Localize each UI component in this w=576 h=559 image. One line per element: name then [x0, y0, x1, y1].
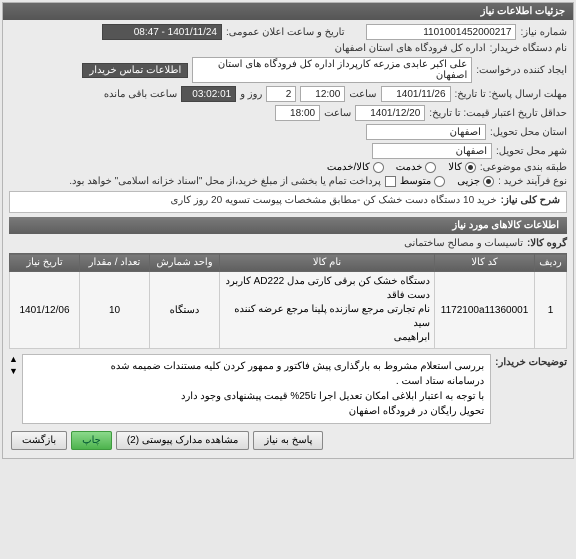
valid-time-label: ساعت: [324, 108, 351, 119]
exp-l4: تحویل رایگان در فرودگاه اصفهان: [29, 404, 484, 419]
scroll-down-icon[interactable]: ▼: [9, 366, 18, 376]
radio-service[interactable]: [425, 162, 436, 173]
group-label: گروه کالا:: [527, 238, 567, 249]
exp-l3: با توجه به اعتبار ابلاغی امکان تعدیل اجر…: [29, 389, 484, 404]
days-remaining: 2: [266, 86, 296, 102]
city-label: شهر محل تحویل:: [496, 146, 567, 157]
day-and-label: روز و: [240, 89, 262, 100]
scroll-up-icon[interactable]: ▲: [9, 354, 18, 364]
group-value: تاسیسات و مصالح ساختمانی: [404, 238, 523, 249]
table-row: 1 1172100a11360001 دستگاه خشک کن برقی کا…: [10, 272, 567, 349]
category-label: طبقه بندی موضوعی:: [480, 162, 567, 173]
cell-row: 1: [535, 272, 567, 349]
th-row: ردیف: [535, 254, 567, 272]
cell-date: 1401/12/06: [10, 272, 80, 349]
place-city: اصفهان: [372, 143, 492, 159]
items-header: اطلاعات کالاهای مورد نیاز: [9, 217, 567, 234]
cell-name-l2: نام تجارتی مرجع سازنده پلینا مرجع عرضه ک…: [224, 303, 430, 331]
items-table: ردیف کد کالا نام کالا واحد شمارش تعداد /…: [9, 253, 567, 349]
radio-both-label: کالا/خدمت: [327, 162, 370, 173]
cell-name-l3: ابراهیمی: [224, 331, 430, 345]
button-row: پاسخ به نیاز مشاهده مدارک پیوستی (2) چاپ…: [9, 427, 567, 454]
back-button[interactable]: بازگشت: [11, 431, 67, 450]
category-radio-group: کالا خدمت کالا/خدمت: [327, 162, 476, 173]
pay-note: پرداخت تمام یا بخشی از مبلغ خرید،از محل …: [69, 176, 381, 187]
radio-goods-label: کالا: [448, 162, 462, 173]
radio-goods[interactable]: [465, 162, 476, 173]
th-code: کد کالا: [435, 254, 535, 272]
countdown: 03:02:01: [181, 86, 236, 102]
need-no-label: شماره نیاز:: [520, 27, 567, 38]
resp-deadline-label: مهلت ارسال پاسخ: تا تاریخ:: [455, 89, 567, 100]
items-section: اطلاعات کالاهای مورد نیاز گروه کالا: تاس…: [9, 217, 567, 349]
cell-code: 1172100a11360001: [435, 272, 535, 349]
print-button[interactable]: چاپ: [71, 431, 112, 450]
th-unit: واحد شمارش: [150, 254, 220, 272]
radio-service-label: خدمت: [396, 162, 423, 173]
panel-title: جزئیات اطلاعات نیاز: [3, 3, 573, 20]
cell-name-l1: دستگاه خشک کن برقی کارتی مدل AD222 کاربر…: [224, 275, 430, 303]
proc-label: نوع فرآیند خرید :: [498, 176, 567, 187]
reply-button[interactable]: پاسخ به نیاز: [253, 431, 323, 450]
print-label: چاپ: [82, 435, 101, 446]
th-name: نام کالا: [220, 254, 435, 272]
cell-qty: 10: [80, 272, 150, 349]
need-no-value: 1101001452000217: [366, 24, 516, 40]
creator-label: ایجاد کننده درخواست:: [476, 65, 567, 76]
buyer-notes: بررسی استعلام مشروط به بارگذاری پیش فاکت…: [22, 354, 491, 424]
resp-date: 1401/11/26: [381, 86, 451, 102]
th-qty: تعداد / مقدار: [80, 254, 150, 272]
radio-medium-label: متوسط: [400, 176, 431, 187]
buyer-value: اداره کل فرودگاه های استان اصفهان: [335, 43, 486, 54]
buyer-label: نام دستگاه خریدار:: [490, 43, 567, 54]
desc-text: خرید 10 دستگاه دست خشک کن -مطابق مشخصات …: [171, 195, 497, 206]
radio-medium[interactable]: [434, 176, 445, 187]
exp-l2: درسامانه ستاد است .: [29, 374, 484, 389]
resp-time-label: ساعت: [349, 89, 376, 100]
announce-label: تاریخ و ساعت اعلان عمومی:: [226, 27, 345, 38]
place-province: اصفهان: [366, 124, 486, 140]
contact-link[interactable]: اطلاعات تماس خریدار: [82, 63, 188, 78]
proc-radio-group: جزیی متوسط: [400, 176, 494, 187]
treasury-checkbox[interactable]: [385, 176, 396, 187]
exp-label: توضیحات خریدار:: [495, 354, 567, 368]
cell-unit: دستگاه: [150, 272, 220, 349]
radio-partial[interactable]: [483, 176, 494, 187]
radio-partial-label: جزیی: [457, 176, 480, 187]
docs-button[interactable]: مشاهده مدارک پیوستی (2): [116, 431, 250, 450]
desc-label: شرح کلی نیاز:: [501, 195, 560, 206]
announce-value: 1401/11/24 - 08:47: [102, 24, 222, 40]
panel-body: شماره نیاز: 1101001452000217 تاریخ و ساع…: [3, 20, 573, 458]
valid-label: حداقل تاریخ اعتبار قیمت: تا تاریخ:: [429, 108, 567, 119]
resp-time: 12:00: [300, 86, 345, 102]
cell-name: دستگاه خشک کن برقی کارتی مدل AD222 کاربر…: [220, 272, 435, 349]
place-label: استان محل تحویل:: [490, 127, 567, 138]
valid-date: 1401/12/20: [355, 105, 425, 121]
exp-l1: بررسی استعلام مشروط به بارگذاری پیش فاکت…: [29, 359, 484, 374]
description-box: شرح کلی نیاز: خرید 10 دستگاه دست خشک کن …: [9, 191, 567, 213]
creator-value: علی اکبر عابدی مزرعه کارپرداز اداره کل ف…: [192, 57, 472, 83]
valid-time: 18:00: [275, 105, 320, 121]
radio-both[interactable]: [373, 162, 384, 173]
details-panel: جزئیات اطلاعات نیاز شماره نیاز: 11010014…: [2, 2, 574, 459]
remain-label: ساعت باقی مانده: [104, 89, 177, 100]
th-date: تاریخ نیاز: [10, 254, 80, 272]
